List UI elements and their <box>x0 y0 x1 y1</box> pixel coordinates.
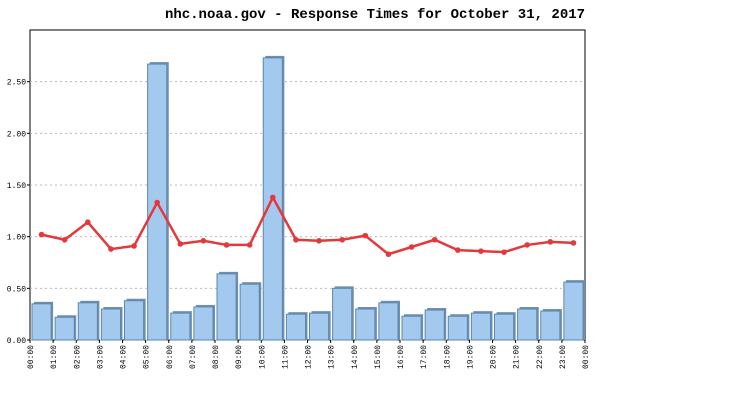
line-point <box>270 194 276 201</box>
line-point <box>177 241 184 247</box>
bar <box>517 308 538 341</box>
x-tick-label: 00:00 <box>582 345 591 369</box>
line <box>41 194 574 256</box>
y-tick-label: 1.00 <box>7 234 26 243</box>
x-tick-label: 01:00 <box>50 345 59 369</box>
bar <box>193 306 214 341</box>
line-point <box>61 236 68 243</box>
line-point <box>200 238 207 244</box>
line-point <box>108 246 114 252</box>
line-point <box>547 239 554 245</box>
x-tick-label: 22:00 <box>536 345 545 369</box>
x-tick-label: 19:00 <box>466 345 475 369</box>
line-point <box>478 248 484 254</box>
bar <box>494 313 515 341</box>
bar <box>424 309 445 341</box>
plot-area <box>29 29 586 341</box>
x-tick-label: 08:00 <box>212 345 221 369</box>
x-tick-label: 18:00 <box>443 345 452 369</box>
line-point <box>38 231 45 238</box>
line-point <box>131 243 137 249</box>
bar <box>124 300 145 341</box>
y-tick-label: 2.50 <box>7 79 26 88</box>
y-tick-label: 0.50 <box>7 285 26 294</box>
line-point <box>316 238 322 244</box>
line-point <box>524 242 530 248</box>
line-point <box>223 242 230 248</box>
line-point <box>362 232 369 239</box>
y-tick-label: 2.00 <box>7 130 26 139</box>
bar <box>540 310 561 341</box>
x-tick-label: 20:00 <box>490 345 499 369</box>
line-point <box>293 236 299 243</box>
x-tick-label: 12:00 <box>305 345 314 369</box>
line-point <box>431 236 438 243</box>
x-tick-label: 06:00 <box>166 345 175 369</box>
x-tick-label: 23:00 <box>559 345 568 369</box>
bar <box>470 312 491 341</box>
line-point <box>85 219 91 225</box>
bar <box>401 315 422 341</box>
line-point <box>339 236 345 243</box>
bar <box>309 312 330 341</box>
bar <box>355 308 376 341</box>
bar <box>100 308 121 341</box>
line-point <box>501 249 507 255</box>
bar <box>216 273 237 341</box>
x-tick-label: 10:00 <box>258 345 267 369</box>
bar <box>77 302 98 341</box>
x-tick-label: 09:00 <box>235 345 244 369</box>
bar <box>447 315 468 341</box>
x-tick-label: 15:00 <box>374 345 383 369</box>
line-point <box>408 244 415 250</box>
x-tick-label: 13:00 <box>328 345 337 369</box>
bar <box>54 316 75 341</box>
bar <box>378 302 399 341</box>
y-tick-label: 0.00 <box>7 337 26 346</box>
x-tick-label: 04:00 <box>120 345 129 369</box>
x-tick-label: 00:00 <box>27 345 36 369</box>
x-tick-label: 16:00 <box>397 345 406 369</box>
bar <box>332 287 353 341</box>
y-tick-label: 1.50 <box>7 182 26 191</box>
x-tick-label: 14:00 <box>351 345 360 369</box>
x-tick-label: 11:00 <box>281 345 290 369</box>
line-point <box>385 251 392 258</box>
line-point <box>455 247 461 253</box>
bar <box>563 281 584 341</box>
line-point <box>154 199 160 206</box>
x-tick-label: 21:00 <box>513 345 522 369</box>
x-tick-label: 07:00 <box>189 345 198 369</box>
bar <box>239 283 260 341</box>
x-tick-label: 03:00 <box>96 345 105 369</box>
chart-title: nhc.noaa.gov - Response Times for Octobe… <box>165 7 585 23</box>
bar <box>31 303 52 341</box>
x-tick-label: 05:00 <box>143 345 152 369</box>
bar <box>170 312 191 341</box>
line-point <box>570 240 577 246</box>
bar <box>285 313 306 341</box>
x-tick-label: 02:00 <box>73 345 82 369</box>
x-tick-label: 17:00 <box>420 345 429 369</box>
line-point <box>246 242 253 248</box>
